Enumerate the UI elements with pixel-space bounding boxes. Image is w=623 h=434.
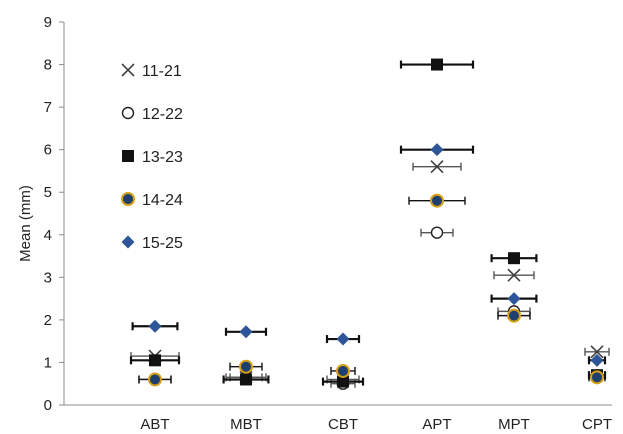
data-point	[148, 372, 162, 387]
x-tick-label: MBT	[230, 416, 262, 433]
data-point	[240, 373, 252, 386]
data-point	[590, 345, 604, 359]
data-points	[148, 58, 604, 390]
legend-label: 13-23	[142, 149, 183, 166]
y-axis-title: Mean (mm)	[17, 185, 34, 262]
data-point	[430, 226, 444, 239]
y-tick-label: 0	[44, 397, 52, 414]
error-bars	[129, 60, 610, 388]
x-tick-label: ABT	[140, 416, 169, 433]
data-point	[430, 160, 444, 174]
data-point	[431, 58, 443, 71]
legend-label: 14-24	[142, 192, 183, 209]
data-point	[590, 370, 604, 385]
y-axis: 0 1 2 3 4 5 6 7 8 9	[44, 14, 65, 414]
data-point	[239, 325, 253, 339]
x-tick-label: MPT	[498, 416, 530, 433]
y-tick-label: 4	[44, 227, 52, 244]
data-point	[507, 292, 521, 306]
legend-marker	[121, 235, 135, 249]
legend-label: 12-22	[142, 106, 183, 123]
data-point	[337, 375, 349, 388]
legend-marker	[121, 106, 135, 120]
data-point	[239, 359, 253, 374]
x-tick-label: APT	[422, 416, 451, 433]
y-tick-label: 8	[44, 57, 52, 74]
x-axis: ABT MBT CBT APT MPT CPT	[64, 404, 612, 433]
y-tick-label: 1	[44, 354, 52, 371]
data-point	[336, 363, 350, 378]
y-tick-label: 5	[44, 184, 52, 201]
y-tick-label: 3	[44, 269, 52, 286]
x-tick-label: CBT	[328, 416, 358, 433]
legend-label: 11-21	[142, 63, 182, 80]
legend-marker	[122, 150, 134, 162]
data-point	[430, 143, 444, 157]
data-point	[507, 268, 521, 282]
legend-label: 15-25	[142, 235, 183, 252]
data-point	[508, 252, 520, 265]
legend-marker	[121, 192, 135, 206]
legend-marker	[121, 63, 135, 77]
data-point	[507, 308, 521, 323]
data-point	[149, 354, 161, 367]
y-tick-label: 9	[44, 14, 52, 31]
y-tick-label: 2	[44, 312, 52, 329]
legend: 11-21 12-22 13-23 14-24 15-25	[121, 63, 183, 252]
y-tick-label: 6	[44, 142, 52, 159]
data-point	[148, 319, 162, 333]
data-point	[590, 353, 604, 367]
data-point	[430, 193, 444, 208]
y-tick-label: 7	[44, 99, 52, 116]
x-tick-label: CPT	[582, 416, 612, 433]
data-point	[336, 332, 350, 346]
